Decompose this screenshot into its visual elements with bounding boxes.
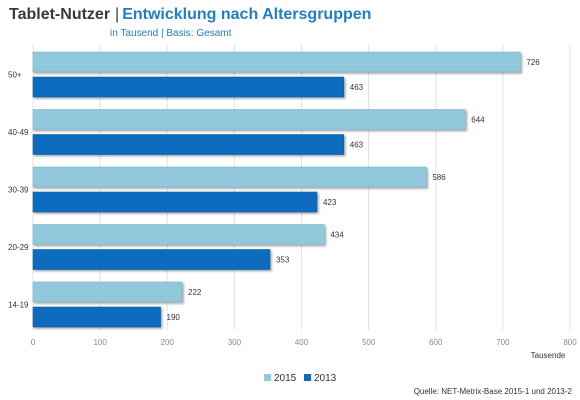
data-label: 644 — [471, 116, 485, 125]
legend-label: 2015 — [274, 373, 297, 384]
x-tick-label: 100 — [93, 338, 107, 347]
source-note: Quelle: NET-Metrix-Base 2015-1 und 2013-… — [413, 387, 572, 396]
legend-swatch-2013 — [304, 374, 311, 381]
x-tick-label: 700 — [496, 338, 510, 347]
x-tick-label: 300 — [228, 338, 242, 347]
data-label: 423 — [323, 198, 337, 207]
chart-title: Tablet-Nutzer | Entwicklung nach Altersgru… — [9, 6, 371, 24]
bar-2015-14-19 — [32, 281, 183, 303]
data-label: 463 — [350, 141, 364, 150]
x-tick-label: 800 — [563, 338, 577, 347]
legend-swatch-2015 — [264, 374, 271, 381]
bar-2015-30-39 — [32, 166, 427, 188]
data-label: 586 — [432, 173, 446, 182]
x-tick-label: 0 — [31, 338, 36, 347]
title-main: Tablet-Nutzer — [9, 6, 111, 23]
y-category-label: 50+ — [8, 71, 22, 80]
bar-2013-20-29 — [32, 249, 271, 270]
chart-subtitle: in Tausend | Basis: Gesamt — [110, 28, 232, 39]
x-tick-label: 500 — [362, 338, 376, 347]
bar-2013-40-49 — [32, 134, 345, 155]
legend-label: 2013 — [314, 373, 337, 384]
x-tick-label: 600 — [429, 338, 443, 347]
data-label: 190 — [167, 313, 181, 322]
bar-2013-14-19 — [32, 306, 161, 328]
title-separator: | — [115, 6, 120, 23]
y-category-label: 14-19 — [8, 301, 29, 310]
title-sub: Entwicklung nach Altersgruppen — [122, 6, 372, 23]
x-axis-label: Tausende — [531, 351, 566, 360]
y-category-label: 30-39 — [8, 186, 29, 195]
data-label: 726 — [526, 58, 540, 67]
bar-2013-30-39 — [32, 191, 318, 213]
bar-2015-50+ — [32, 51, 521, 73]
data-label: 353 — [276, 256, 290, 265]
bar-2015-40-49 — [32, 109, 466, 130]
y-category-label: 20-29 — [8, 243, 29, 252]
y-category-label: 40-49 — [8, 128, 29, 137]
data-label: 434 — [330, 231, 344, 240]
bar-2013-50+ — [32, 76, 345, 98]
data-label: 222 — [188, 288, 202, 297]
data-label: 463 — [350, 83, 364, 92]
x-tick-label: 200 — [161, 338, 175, 347]
x-tick-label: 400 — [295, 338, 309, 347]
bar-2015-20-29 — [32, 224, 325, 245]
